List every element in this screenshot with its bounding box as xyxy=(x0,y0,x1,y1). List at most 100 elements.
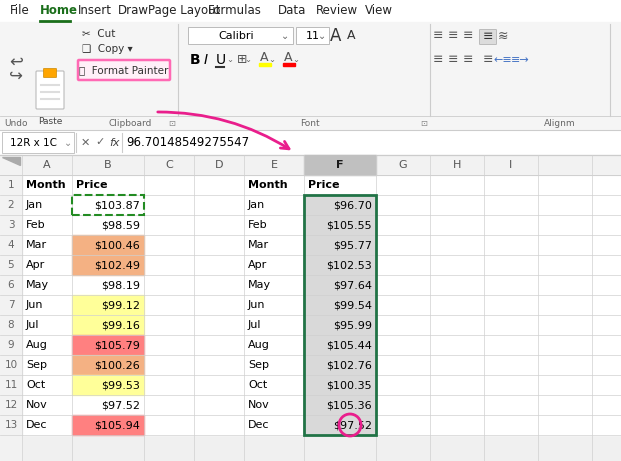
Text: ≡: ≡ xyxy=(433,30,443,42)
Text: 96.70148549275547: 96.70148549275547 xyxy=(126,136,249,149)
Text: C: C xyxy=(165,160,173,170)
Text: $97.52: $97.52 xyxy=(101,400,140,410)
Text: $102.76: $102.76 xyxy=(326,360,372,370)
Bar xyxy=(0,335,22,355)
Bar xyxy=(0,335,621,355)
FancyArrowPatch shape xyxy=(158,112,289,149)
Text: Month: Month xyxy=(248,180,288,190)
Text: Jan: Jan xyxy=(248,200,265,210)
Bar xyxy=(0,195,22,215)
Text: 8: 8 xyxy=(7,320,14,330)
Bar xyxy=(0,255,621,275)
Bar xyxy=(72,415,144,435)
Bar xyxy=(0,175,621,195)
Text: A: A xyxy=(347,30,355,42)
FancyBboxPatch shape xyxy=(296,28,329,45)
Bar xyxy=(304,255,376,275)
Text: View: View xyxy=(365,5,393,18)
Text: Jun: Jun xyxy=(248,300,266,310)
Text: May: May xyxy=(248,280,271,290)
Text: ✓: ✓ xyxy=(95,137,105,148)
Text: Oct: Oct xyxy=(248,380,267,390)
Text: $103.87: $103.87 xyxy=(94,200,140,210)
Bar xyxy=(72,195,144,215)
Text: ≡: ≡ xyxy=(463,53,473,66)
Text: $99.53: $99.53 xyxy=(101,380,140,390)
Text: ⌄: ⌄ xyxy=(318,31,326,41)
Bar xyxy=(304,215,376,235)
Bar xyxy=(72,315,144,335)
Text: $99.54: $99.54 xyxy=(333,300,372,310)
FancyBboxPatch shape xyxy=(188,28,292,45)
Text: $100.35: $100.35 xyxy=(327,380,372,390)
Bar xyxy=(0,215,22,235)
Text: Page Layout: Page Layout xyxy=(148,5,220,18)
Text: $105.79: $105.79 xyxy=(94,340,140,350)
Bar xyxy=(72,375,144,395)
Bar xyxy=(72,355,144,375)
Text: Aug: Aug xyxy=(248,340,270,350)
Text: $97.64: $97.64 xyxy=(333,280,372,290)
Bar xyxy=(0,395,621,415)
Text: ≋: ≋ xyxy=(498,30,508,42)
Text: 11: 11 xyxy=(4,380,17,390)
Text: Jul: Jul xyxy=(248,320,261,330)
Text: $105.55: $105.55 xyxy=(327,220,372,230)
Text: 4: 4 xyxy=(7,240,14,250)
Text: $96.70: $96.70 xyxy=(333,200,372,210)
Text: ⌄: ⌄ xyxy=(281,31,289,41)
Text: ≡: ≡ xyxy=(433,53,443,66)
Bar xyxy=(0,235,22,255)
Bar xyxy=(0,295,22,315)
Text: Feb: Feb xyxy=(26,220,45,230)
Bar xyxy=(0,275,621,295)
Text: ≡: ≡ xyxy=(483,30,493,43)
Text: ↪: ↪ xyxy=(9,67,23,85)
Text: 11: 11 xyxy=(306,31,320,41)
Text: Dec: Dec xyxy=(26,420,47,430)
Text: Jun: Jun xyxy=(26,300,43,310)
Text: $105.36: $105.36 xyxy=(327,400,372,410)
Text: Jan: Jan xyxy=(26,200,43,210)
Text: Nov: Nov xyxy=(248,400,270,410)
Text: 13: 13 xyxy=(4,420,17,430)
Text: ⌄: ⌄ xyxy=(292,55,299,65)
Bar xyxy=(0,315,22,335)
Text: Apr: Apr xyxy=(26,260,45,270)
Text: $102.53: $102.53 xyxy=(326,260,372,270)
Text: $95.99: $95.99 xyxy=(333,320,372,330)
Bar xyxy=(0,375,22,395)
Text: ↩: ↩ xyxy=(9,53,23,71)
Bar xyxy=(0,130,621,155)
Text: 7: 7 xyxy=(7,300,14,310)
Bar xyxy=(0,355,621,375)
Bar xyxy=(304,155,376,175)
Bar xyxy=(304,395,376,415)
Text: ✂  Cut: ✂ Cut xyxy=(82,29,116,39)
Text: ⊡: ⊡ xyxy=(168,119,176,129)
Text: Insert: Insert xyxy=(78,5,112,18)
Text: File: File xyxy=(10,5,30,18)
Text: fx: fx xyxy=(109,137,119,148)
Bar xyxy=(0,375,621,395)
Text: Jul: Jul xyxy=(26,320,40,330)
Text: Mar: Mar xyxy=(248,240,269,250)
Text: 2: 2 xyxy=(7,200,14,210)
Bar xyxy=(0,175,22,195)
Text: Aug: Aug xyxy=(26,340,48,350)
Text: Font: Font xyxy=(300,119,320,129)
Text: Sep: Sep xyxy=(248,360,269,370)
Bar xyxy=(283,63,295,66)
Bar xyxy=(0,255,22,275)
Text: ≡: ≡ xyxy=(448,53,458,66)
Text: ⌄: ⌄ xyxy=(268,55,276,65)
Text: ≡: ≡ xyxy=(483,53,493,66)
Text: 6: 6 xyxy=(7,280,14,290)
Bar xyxy=(0,195,621,215)
Bar xyxy=(0,415,22,435)
Bar xyxy=(0,155,621,175)
Text: Dec: Dec xyxy=(248,420,270,430)
Text: 12: 12 xyxy=(4,400,17,410)
Text: Home: Home xyxy=(40,5,78,18)
Bar xyxy=(304,375,376,395)
